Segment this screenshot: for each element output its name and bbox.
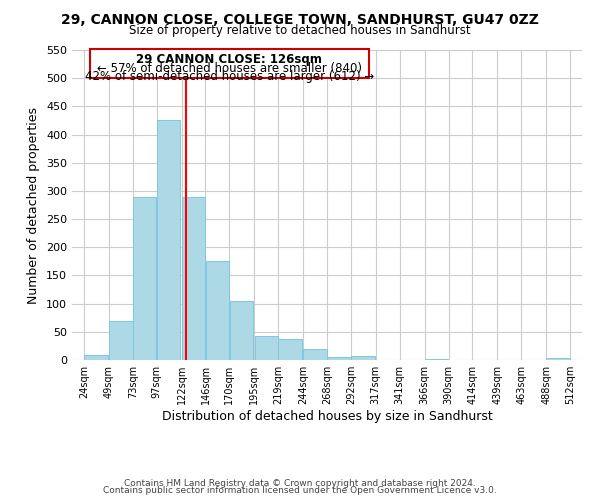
Text: Contains public sector information licensed under the Open Government Licence v3: Contains public sector information licen… — [103, 486, 497, 495]
Bar — [182, 196, 205, 360]
FancyBboxPatch shape — [90, 49, 369, 78]
Bar — [109, 320, 133, 360]
X-axis label: Distribution of detached houses by size in Sandhurst: Distribution of detached houses by size … — [161, 410, 493, 423]
Bar — [254, 336, 278, 360]
Bar — [327, 357, 350, 360]
Bar — [304, 348, 327, 360]
Text: 29 CANNON CLOSE: 126sqm: 29 CANNON CLOSE: 126sqm — [136, 54, 322, 66]
Y-axis label: Number of detached properties: Number of detached properties — [28, 106, 40, 304]
Bar — [547, 358, 570, 360]
Bar — [425, 359, 448, 360]
Text: ← 57% of detached houses are smaller (840): ← 57% of detached houses are smaller (84… — [97, 62, 362, 76]
Bar — [230, 301, 253, 360]
Bar — [84, 356, 107, 360]
Text: 29, CANNON CLOSE, COLLEGE TOWN, SANDHURST, GU47 0ZZ: 29, CANNON CLOSE, COLLEGE TOWN, SANDHURS… — [61, 12, 539, 26]
Text: Size of property relative to detached houses in Sandhurst: Size of property relative to detached ho… — [129, 24, 471, 37]
Bar — [206, 262, 229, 360]
Text: Contains HM Land Registry data © Crown copyright and database right 2024.: Contains HM Land Registry data © Crown c… — [124, 478, 476, 488]
Bar — [133, 196, 157, 360]
Text: 42% of semi-detached houses are larger (612) →: 42% of semi-detached houses are larger (… — [85, 70, 374, 84]
Bar — [157, 120, 181, 360]
Bar — [278, 338, 302, 360]
Bar — [351, 356, 374, 360]
